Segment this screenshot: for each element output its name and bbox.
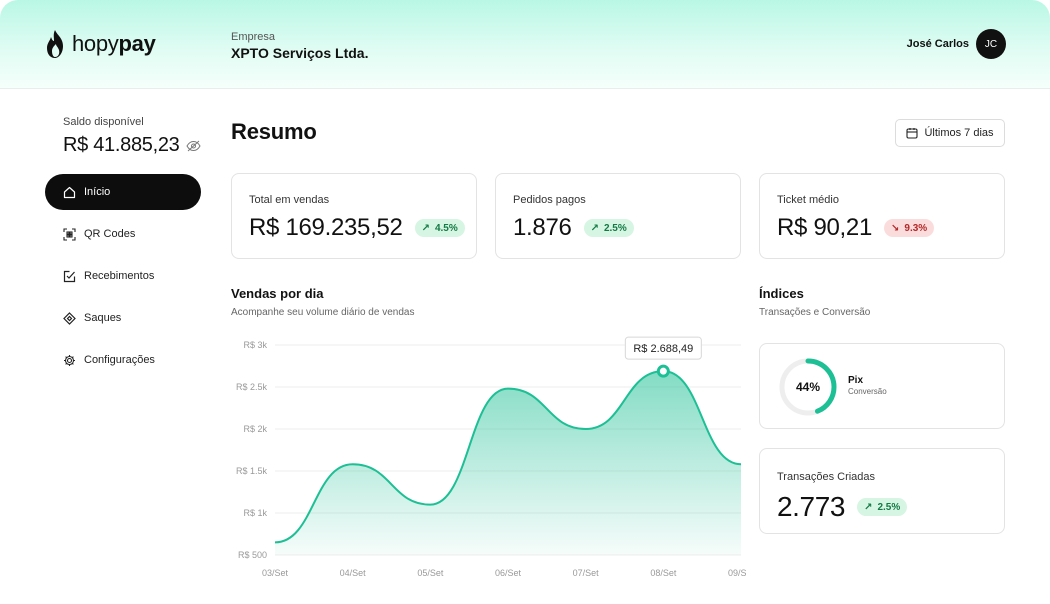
- sidebar-item-recebimentos[interactable]: Recebimentos: [45, 258, 201, 294]
- y-tick-label: R$ 1.5k: [236, 466, 268, 476]
- trend-value: 2.5%: [603, 222, 627, 234]
- arrow-down-right-icon: ↘: [891, 222, 900, 234]
- sidebar-item-label: Recebimentos: [84, 270, 155, 282]
- balance-panel: Saldo disponível R$ 41.885,23: [63, 116, 201, 157]
- company-label: Empresa: [231, 31, 276, 43]
- balance-amount: R$ 41.885,23: [63, 134, 180, 156]
- logo-text-light: hopy: [72, 31, 119, 56]
- x-tick-label: 09/Set: [728, 568, 746, 578]
- conversion-title: Pix: [848, 375, 864, 386]
- transactions-label: Transações Criadas: [777, 471, 876, 483]
- x-tick-label: 07/Set: [573, 568, 600, 578]
- eye-slash-icon[interactable]: [185, 140, 201, 152]
- kpi-card-total-vendas: Total em vendas R$ 169.235,52 ↗ 4.5%: [231, 173, 477, 259]
- kpi-label: Ticket médio: [777, 194, 839, 206]
- kpi-value: R$ 169.235,52: [249, 214, 403, 241]
- y-tick-label: R$ 2.5k: [236, 382, 268, 392]
- user-menu[interactable]: José Carlos JC: [907, 29, 1006, 59]
- transactions-value: 2.773: [777, 491, 846, 522]
- withdraw-icon: [62, 311, 76, 325]
- indices-section-subtitle: Transações e Conversão: [759, 307, 871, 318]
- calendar-icon: [906, 127, 919, 139]
- sales-area-fill: [275, 371, 741, 555]
- highlighted-point: [656, 364, 670, 378]
- avatar[interactable]: JC: [976, 29, 1006, 59]
- sales-area-chart[interactable]: R$ 500 R$ 1k R$ 1.5k R$ 2k R$ 2.5k R$ 3k 03/Se…: [231, 335, 746, 585]
- qr-code-icon: [62, 227, 76, 241]
- brand-logo[interactable]: hopypay: [44, 29, 156, 59]
- top-header: hopypay Empresa XPTO Serviços Ltda. José…: [0, 0, 1050, 89]
- user-name: José Carlos: [906, 38, 969, 50]
- chart-tooltip: [624, 336, 702, 360]
- gear-icon: [62, 353, 76, 367]
- sidebar-item-configuracoes[interactable]: Configurações: [45, 342, 201, 378]
- trend-value: 9.3%: [904, 222, 928, 234]
- sidebar-item-inicio[interactable]: Início: [45, 174, 201, 210]
- sidebar-item-label: Saques: [84, 312, 122, 324]
- sidebar-item-saques[interactable]: Saques: [45, 300, 201, 336]
- trend-badge: ↗ 2.5%: [583, 219, 634, 237]
- kpi-value: R$ 90,21: [777, 214, 873, 241]
- conversion-subtitle: Conversão: [848, 387, 887, 396]
- indices-section-title: Índices: [759, 286, 804, 301]
- sidebar-item-qr-codes[interactable]: QR Codes: [45, 216, 201, 252]
- transactions-card: Transações Criadas 2.773 ↗ 2.5%: [759, 448, 1005, 534]
- conversion-percent: 44%: [795, 380, 821, 394]
- chart-tooltip-label: R$ 2.688,49: [633, 343, 693, 355]
- date-range-button[interactable]: Últimos 7 dias: [895, 119, 1005, 147]
- sidebar-item-label: Configurações: [84, 354, 155, 366]
- company-info: Empresa XPTO Serviços Ltda.: [231, 31, 368, 61]
- y-tick-label: R$ 500: [238, 550, 267, 560]
- sidebar-item-label: QR Codes: [84, 228, 136, 240]
- conversion-card: 44% Pix Conversão: [759, 343, 1005, 429]
- trend-badge: ↗ 4.5%: [414, 219, 465, 237]
- arrow-up-right-icon: ↗: [421, 222, 430, 234]
- receipt-check-icon: [62, 269, 76, 283]
- conversion-donut: [779, 358, 837, 416]
- date-range-label: Últimos 7 dias: [924, 127, 994, 139]
- logo-text-bold: pay: [118, 31, 156, 56]
- sales-section-title: Vendas por dia: [231, 286, 324, 301]
- trend-value: 4.5%: [434, 222, 458, 234]
- balance-label: Saldo disponível: [63, 116, 144, 128]
- home-icon: [62, 185, 76, 199]
- x-tick-label: 04/Set: [340, 568, 367, 578]
- trend-value: 2.5%: [877, 501, 901, 513]
- arrow-up-right-icon: ↗: [590, 222, 599, 234]
- x-tick-label: 03/Set: [262, 568, 289, 578]
- y-tick-label: R$ 3k: [243, 340, 267, 350]
- trend-badge: ↘ 9.3%: [884, 219, 935, 237]
- x-tick-label: 05/Set: [417, 568, 444, 578]
- sidebar-nav: Início QR Codes Recebimentos: [45, 174, 201, 384]
- y-tick-label: R$ 1k: [243, 508, 267, 518]
- y-tick-label: R$ 2k: [243, 424, 267, 434]
- kpi-card-pedidos-pagos: Pedidos pagos 1.876 ↗ 2.5%: [495, 173, 741, 259]
- trend-badge: ↗ 2.5%: [857, 498, 908, 516]
- x-tick-label: 06/Set: [495, 568, 522, 578]
- kpi-card-ticket-medio: Ticket médio R$ 90,21 ↘ 9.3%: [759, 173, 1005, 259]
- kpi-label: Total em vendas: [249, 194, 330, 206]
- flame-icon: [47, 30, 63, 58]
- arrow-up-right-icon: ↗: [864, 501, 873, 513]
- page-title: Resumo: [231, 119, 317, 144]
- company-name: XPTO Serviços Ltda.: [231, 45, 369, 61]
- sales-section-subtitle: Acompanhe seu volume diário de vendas: [231, 307, 415, 318]
- kpi-label: Pedidos pagos: [513, 194, 586, 206]
- kpi-value: 1.876: [513, 214, 572, 241]
- x-tick-label: 08/Set: [650, 568, 677, 578]
- sidebar-item-label: Início: [84, 186, 111, 198]
